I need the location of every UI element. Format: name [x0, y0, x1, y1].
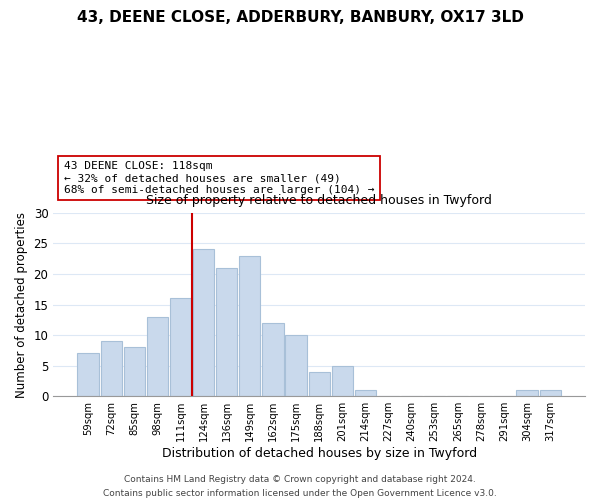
Bar — [170, 298, 191, 396]
Bar — [539, 390, 561, 396]
Bar — [124, 348, 145, 396]
Bar — [239, 256, 260, 396]
Y-axis label: Number of detached properties: Number of detached properties — [15, 212, 28, 398]
Bar — [77, 354, 99, 396]
Bar — [193, 250, 214, 396]
Bar — [308, 372, 330, 396]
Text: 43, DEENE CLOSE, ADDERBURY, BANBURY, OX17 3LD: 43, DEENE CLOSE, ADDERBURY, BANBURY, OX1… — [77, 10, 523, 25]
X-axis label: Distribution of detached houses by size in Twyford: Distribution of detached houses by size … — [161, 447, 477, 460]
Bar — [517, 390, 538, 396]
Text: 43 DEENE CLOSE: 118sqm
← 32% of detached houses are smaller (49)
68% of semi-det: 43 DEENE CLOSE: 118sqm ← 32% of detached… — [64, 162, 374, 194]
Bar — [262, 323, 284, 396]
Bar — [147, 316, 168, 396]
Bar — [355, 390, 376, 396]
Bar — [216, 268, 238, 396]
Title: Size of property relative to detached houses in Twyford: Size of property relative to detached ho… — [146, 194, 492, 207]
Text: Contains HM Land Registry data © Crown copyright and database right 2024.
Contai: Contains HM Land Registry data © Crown c… — [103, 476, 497, 498]
Bar — [332, 366, 353, 396]
Bar — [286, 335, 307, 396]
Bar — [101, 341, 122, 396]
